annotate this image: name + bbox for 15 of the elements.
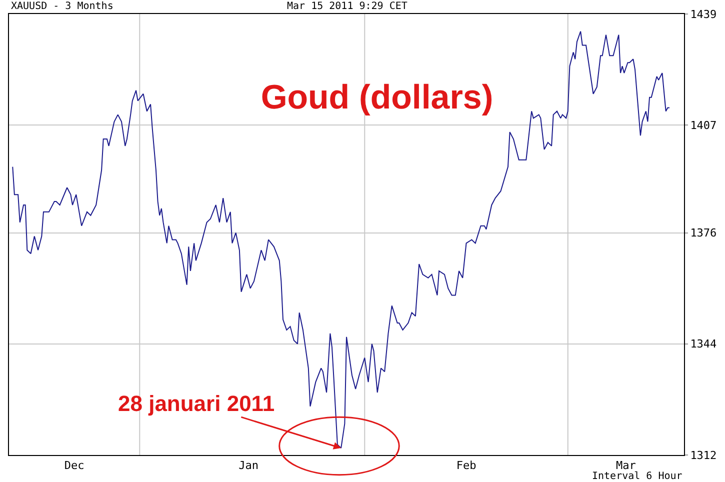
x-tick-label: Feb <box>456 459 476 472</box>
text: Mar 15 2011 9:29 CET <box>287 1 408 12</box>
text: XAUUSD - 3 Months <box>11 1 114 12</box>
x-tick-label: Mar <box>616 459 636 472</box>
y-tick-label: 1312 <box>690 448 717 462</box>
y-tick-label: 1344 <box>690 338 718 351</box>
line-series <box>12 30 670 450</box>
y-tick-label: 1376 <box>690 226 717 240</box>
y-tick-label: 1407 <box>690 118 717 132</box>
x-tick-label: Dec <box>64 459 84 472</box>
text: Goud (dollars) <box>260 78 494 116</box>
text: Interval 6 Hour <box>592 471 682 482</box>
annotation: 28 januari 2011 <box>118 391 275 416</box>
y-tick-label: 1439 <box>690 8 717 21</box>
x-tick-label: Jan <box>238 459 258 472</box>
